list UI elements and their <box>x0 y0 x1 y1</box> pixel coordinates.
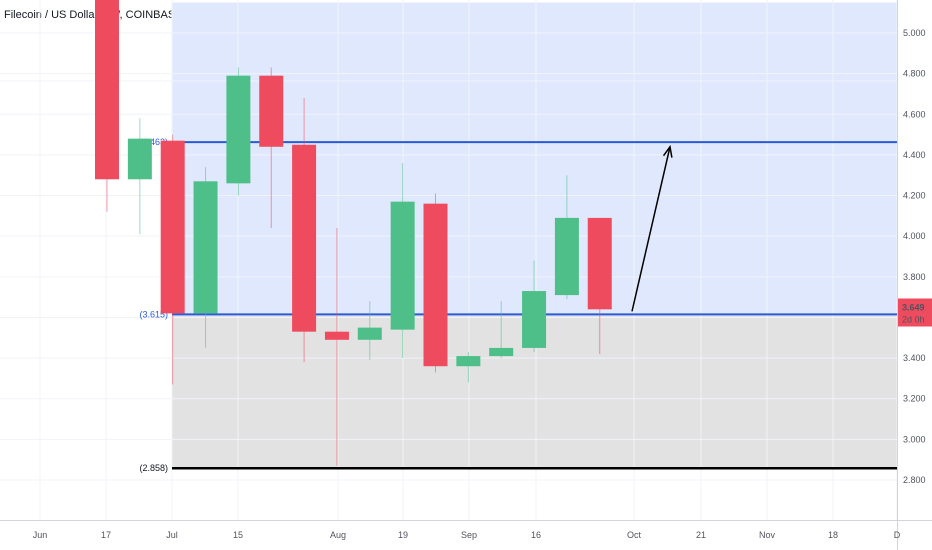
level-label-lower: (2.858) <box>139 463 168 473</box>
y-tick-label: 3.800 <box>903 272 926 282</box>
last-price-countdown: 2d 0h <box>902 314 925 324</box>
level-label-upper: (4.463) <box>139 137 168 147</box>
candle-body[interactable] <box>554 217 579 296</box>
candle-body[interactable] <box>95 0 119 180</box>
x-tick-label: 21 <box>696 530 706 540</box>
y-tick-label: 5.000 <box>903 28 926 38</box>
level-label-middle: (3.615) <box>139 309 168 319</box>
x-tick-label: Nov <box>759 530 776 540</box>
candle-body[interactable] <box>160 140 185 314</box>
x-tick-label: 18 <box>828 530 838 540</box>
candle-body[interactable] <box>259 75 284 147</box>
x-tick-label: Jul <box>166 530 178 540</box>
y-tick-label: 4.200 <box>903 191 926 201</box>
chart-title: Filecoin / US Dollar, 1W, COINBASE <box>4 9 183 21</box>
x-tick-label: Aug <box>330 530 346 540</box>
candle-body[interactable] <box>193 181 218 314</box>
y-tick-label: 4.400 <box>903 150 926 160</box>
y-tick-label: 4.000 <box>903 231 926 241</box>
last-price-value: 3.649 <box>902 302 925 312</box>
x-tick-label: D <box>894 530 901 540</box>
y-tick-label: 4.600 <box>903 109 926 119</box>
y-tick-label: 2.800 <box>903 475 926 485</box>
last-price-badge <box>898 298 932 327</box>
candle-body[interactable] <box>127 138 152 180</box>
candle-body[interactable] <box>292 144 317 332</box>
candle-body[interactable] <box>357 327 382 340</box>
candle-body[interactable] <box>489 347 514 357</box>
y-tick-label: 4.800 <box>903 69 926 79</box>
candle-body[interactable] <box>456 356 481 367</box>
x-tick-label: 19 <box>398 530 408 540</box>
candle-body[interactable] <box>324 331 349 340</box>
y-tick-label: 3.200 <box>903 394 926 404</box>
x-tick-label: 17 <box>101 530 111 540</box>
x-tick-label: 15 <box>233 530 243 540</box>
candle-body[interactable] <box>390 201 415 330</box>
candle-body[interactable] <box>522 291 547 348</box>
x-tick-label: Oct <box>627 530 642 540</box>
x-tick-label: 16 <box>531 530 541 540</box>
x-tick-label: Jun <box>33 530 48 540</box>
candle-body[interactable] <box>587 217 612 310</box>
x-tick-label: Sep <box>461 530 477 540</box>
projection-arrow-shaft <box>631 146 671 312</box>
projection-arrow-head <box>662 144 673 158</box>
y-tick-label: 3.400 <box>903 353 926 363</box>
candle-body[interactable] <box>226 75 251 184</box>
candle-body[interactable] <box>423 203 448 367</box>
y-tick-label: 3.000 <box>903 434 926 444</box>
